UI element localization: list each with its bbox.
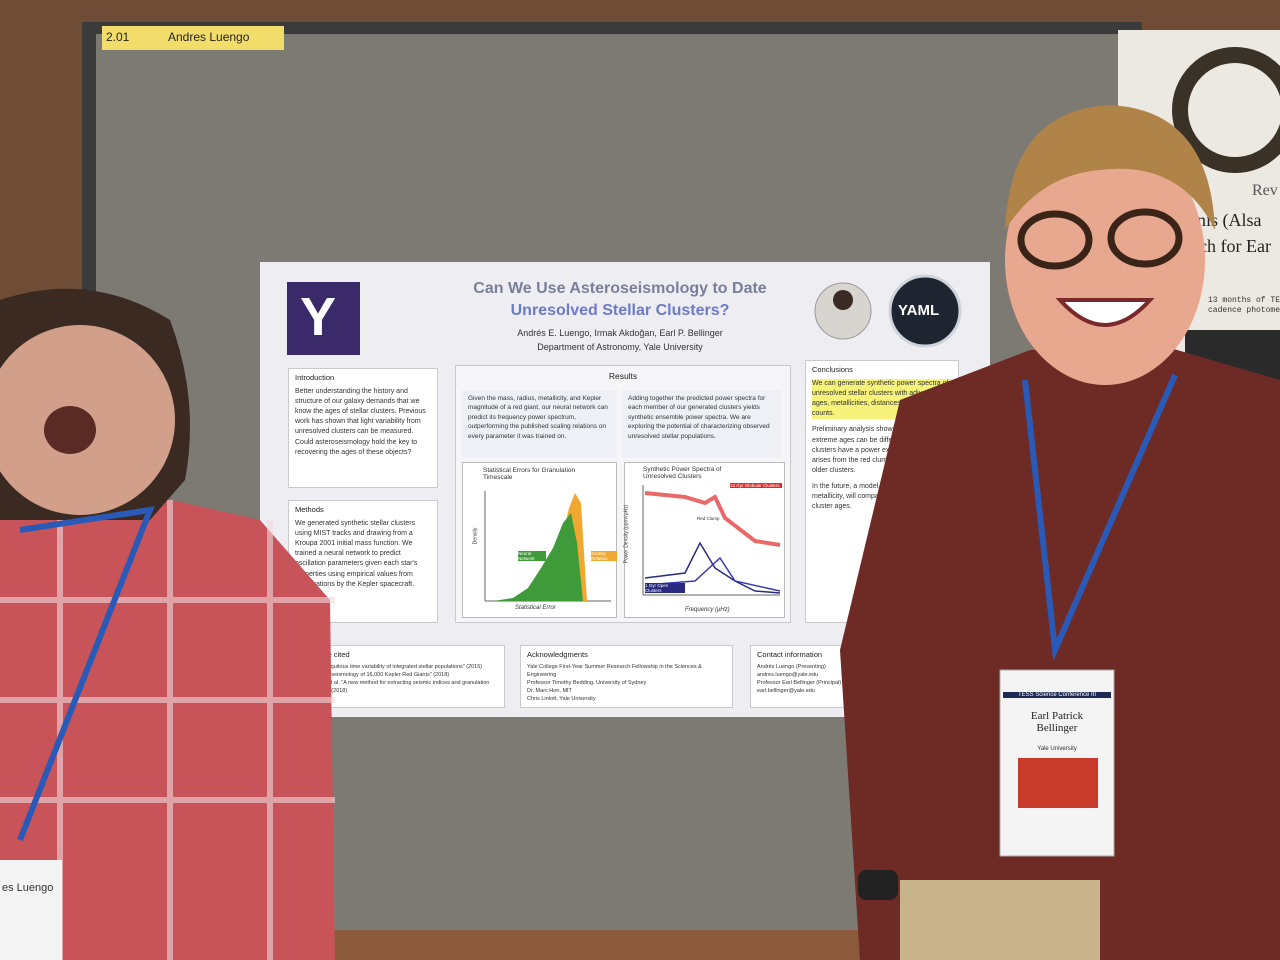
board-label: [102, 26, 284, 50]
intro-box: Introduction Better understanding the hi…: [288, 368, 438, 488]
spectrum-curve: [644, 541, 781, 594]
board-label-name: Andres Luengo: [168, 30, 250, 44]
acknowledgment: Yale College First-Year Summer Research …: [527, 663, 702, 678]
acknowledgment: Chris Lintott, Yale University: [527, 695, 596, 702]
histogram-shape: [493, 513, 583, 601]
side-poster-text: cadence photomet: [1208, 306, 1280, 315]
board-label-number: 2.01: [106, 30, 130, 44]
heading: Methods: [295, 505, 324, 514]
histogram-drawing: [484, 491, 611, 602]
contact-line: Andrés Luengo (Presenting): [757, 663, 826, 670]
reference: C. et al. "Ubiquitous time variability o…: [300, 663, 483, 670]
left-badge-name: es Luengo: [2, 882, 54, 894]
reference: et al. "Asteroseismology of 16,000 Keple…: [300, 671, 450, 678]
curve-label: Red Clump: [697, 516, 720, 521]
heading: Conclusions: [812, 365, 853, 374]
spectra-figure: Synthetic Power Spectra of Unresolved Cl…: [623, 462, 785, 618]
axis-label: Frequency (μHz): [685, 607, 730, 613]
spectrum-curve: [644, 491, 781, 547]
badge-affiliation: Yale University: [1037, 746, 1077, 752]
spectra-drawing: [642, 485, 781, 596]
watch: [858, 870, 898, 900]
side-poster-text: 13 months of TES: [1208, 296, 1280, 305]
paragraph: Better understanding the history and str…: [295, 387, 426, 456]
glasses: [1017, 208, 1183, 270]
contact-line: Professor Earl Bellinger (Principal): [757, 679, 842, 686]
badge-event: TESS Science Conference III: [1003, 692, 1111, 698]
right-person-pants: [900, 880, 1100, 960]
left-person-mouth: [44, 406, 96, 454]
heading: Introduction: [295, 373, 335, 382]
contact-line: earl.bellinger@yale.edu: [757, 687, 815, 694]
right-person-smile: [1055, 298, 1155, 327]
right-person-shirt: [840, 345, 1280, 960]
lanyard: [17, 506, 155, 842]
paragraph: We generated synthetic stellar clusters …: [295, 519, 418, 588]
heading: Contact information: [757, 650, 823, 659]
spectrum-curve: [644, 556, 781, 592]
curve-label: 1 Gyr Open Clusters: [645, 583, 685, 593]
side-poster-text: Rev: [1252, 182, 1278, 199]
poster-logo-right: [888, 274, 962, 348]
poster-affiliation: Department of Astronomy, Yale University: [537, 342, 703, 352]
results-left-text: Given the mass, radius, metallicity, and…: [462, 390, 617, 458]
poster-logo-text: Y: [300, 287, 337, 347]
curve-label: 13 Gyr Globular Clusters: [730, 483, 782, 488]
lanyard: [1022, 373, 1178, 662]
left-badge: [0, 860, 62, 960]
poster-logo-left: [287, 282, 360, 355]
poster-authors: Andrés E. Luengo, Irmak Akdoğan, Earl P.…: [517, 328, 723, 338]
side-poster-text: arch for Ear: [1185, 236, 1271, 256]
heading: Acknowledgments: [527, 650, 588, 659]
acknowledgments-box: Acknowledgments Yale College First-Year …: [520, 645, 733, 708]
badge-figure: [1018, 758, 1098, 808]
legend-label: Scaling Relation: [591, 551, 617, 561]
side-poster-emblem: [1172, 47, 1280, 173]
results-right-text: Adding together the predicted power spec…: [622, 390, 782, 458]
contact-line: andres.luengo@yale.edu: [757, 671, 819, 678]
figure-title: Synthetic Power Spectra of Unresolved Cl…: [643, 466, 722, 480]
poster-portrait-head: [833, 290, 853, 310]
poster-portrait: [814, 282, 872, 340]
right-person-face: [1005, 135, 1205, 385]
heading: Results: [608, 371, 638, 381]
badge-name: Earl Patrick Bellinger: [1030, 710, 1084, 734]
right-person-hair: [1005, 105, 1215, 230]
paragraph: Preliminary analysis shows clusters with…: [812, 426, 952, 474]
axis-label: Statistical Error: [515, 605, 556, 611]
figure-title: Statistical Errors for Granulation Times…: [483, 467, 576, 481]
acknowledgment: Dr. Marc Hon, MIT: [527, 687, 572, 694]
poster-logo-right-text: YAML: [898, 302, 940, 319]
legend-label: Neural Network: [518, 551, 546, 561]
poster-title: Unresolved Stellar Clusters?: [510, 302, 730, 319]
histogram-figure: Statistical Errors for Granulation Times…: [462, 462, 617, 618]
acknowledgment: Professor Timothy Bedding, University of…: [527, 679, 647, 686]
shirt-plaid: [0, 500, 335, 960]
poster-title: Can We Use Asteroseismology to Date: [473, 280, 767, 297]
